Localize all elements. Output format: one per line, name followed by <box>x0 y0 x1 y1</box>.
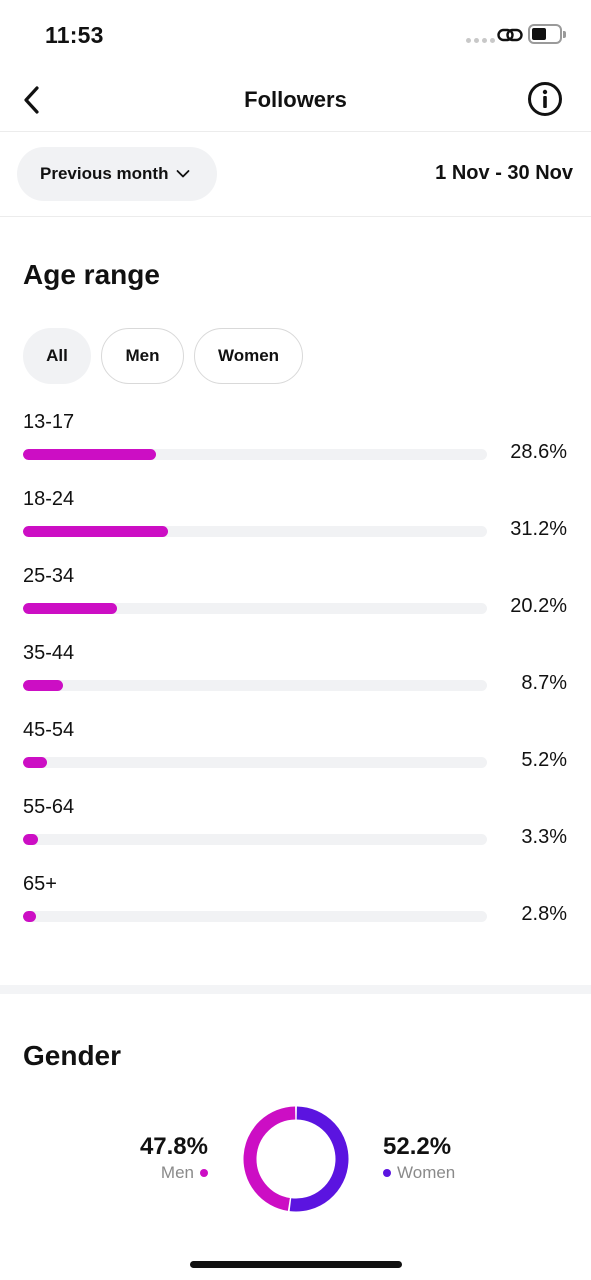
gender-chart: 47.8% Men 52.2% Women <box>0 1100 591 1220</box>
age-row: 35-44 8.7% <box>0 642 591 702</box>
age-row: 13-17 28.6% <box>0 411 591 471</box>
signal-icon <box>466 38 495 43</box>
header-divider <box>0 131 591 132</box>
period-label: Previous month <box>40 164 169 183</box>
age-row-value: 5.2% <box>521 749 567 771</box>
age-bar <box>23 449 156 460</box>
age-row-value: 8.7% <box>521 672 567 694</box>
men-percentage: 47.8% <box>139 1133 208 1160</box>
men-label: Men <box>160 1163 194 1182</box>
age-bar <box>23 526 168 537</box>
age-bar <box>23 911 36 922</box>
age-bar-track <box>23 680 487 691</box>
age-row-label: 13-17 <box>23 411 75 433</box>
section-divider <box>0 985 591 994</box>
page-title: Followers <box>244 87 347 112</box>
filter-chip-women[interactable]: Women <box>194 328 303 384</box>
battery-icon <box>528 24 566 44</box>
period-dropdown[interactable]: Previous month <box>17 147 217 201</box>
gender-donut <box>243 1106 349 1212</box>
age-bar <box>23 834 39 845</box>
age-bar-track <box>23 911 487 922</box>
filter-chip-all[interactable]: All <box>23 328 91 384</box>
age-bar-track <box>23 603 487 614</box>
age-row: 55-64 3.3% <box>0 796 591 856</box>
age-row: 45-54 5.2% <box>0 719 591 779</box>
age-row-value: 31.2% <box>510 518 567 540</box>
age-row: 18-24 31.2% <box>0 488 591 548</box>
age-row-value: 3.3% <box>521 826 567 848</box>
age-bar-track <box>23 757 487 768</box>
men-arc <box>243 1106 296 1211</box>
age-row: 65+ 2.8% <box>0 873 591 933</box>
men-legend: Men <box>161 1163 208 1183</box>
date-range: 1 Nov - 30 Nov <box>435 162 573 184</box>
age-bar-track <box>23 449 487 460</box>
chevron-down-icon <box>177 170 190 178</box>
filter-chip-men[interactable]: Men <box>101 328 184 384</box>
women-arc <box>289 1106 349 1212</box>
age-row-value: 20.2% <box>510 595 567 617</box>
age-row-label: 35-44 <box>23 642 75 664</box>
info-icon[interactable] <box>526 80 564 118</box>
home-indicator <box>190 1261 402 1268</box>
women-percentage: 52.2% <box>383 1133 452 1160</box>
back-chevron-icon <box>24 86 39 114</box>
age-row: 25-34 20.2% <box>0 565 591 625</box>
age-range-title: Age range <box>23 259 160 290</box>
link-icon <box>497 28 523 42</box>
period-divider <box>0 216 591 217</box>
age-row-value: 28.6% <box>510 441 567 463</box>
women-dot-icon <box>383 1169 391 1177</box>
status-time: 11:53 <box>45 22 104 48</box>
age-bar-track <box>23 526 487 537</box>
age-row-label: 45-54 <box>23 719 75 741</box>
age-bar-track <box>23 834 487 845</box>
gender-title: Gender <box>23 1040 122 1071</box>
back-button[interactable] <box>14 82 50 118</box>
men-dot-icon <box>200 1169 208 1177</box>
age-row-label: 55-64 <box>23 796 75 818</box>
age-row-label: 65+ <box>23 873 57 895</box>
age-row-label: 18-24 <box>23 488 75 510</box>
women-label: Women <box>397 1163 456 1182</box>
age-row-label: 25-34 <box>23 565 75 587</box>
age-bar <box>23 680 64 691</box>
age-row-value: 2.8% <box>521 903 567 925</box>
age-bar <box>23 603 117 614</box>
age-bar <box>23 757 48 768</box>
women-legend: Women <box>383 1163 455 1183</box>
